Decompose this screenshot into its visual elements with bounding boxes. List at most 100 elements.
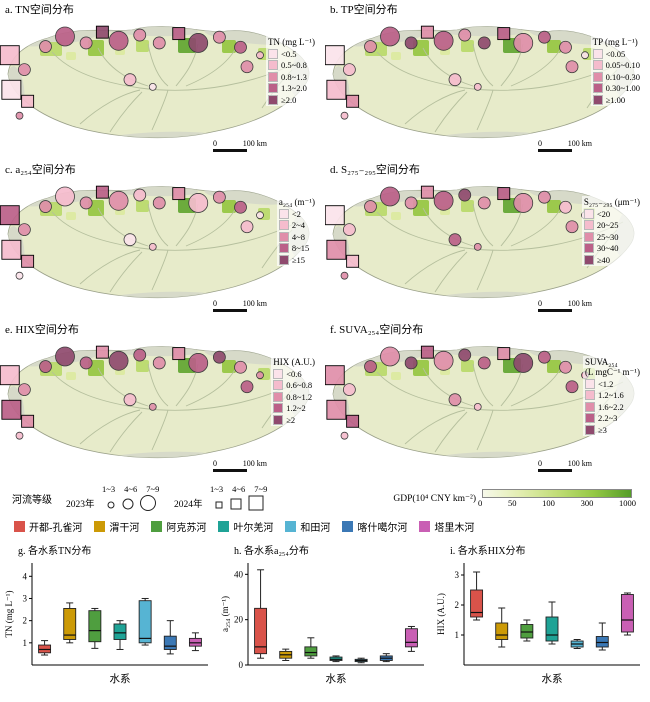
scale-label: 100 km [242, 299, 267, 308]
legend-label: <1.2 [597, 378, 614, 389]
legend-label: ≥2 [286, 414, 296, 425]
map-panel-c: c. a₂₅₄空间分布 a₂₅₄ (m⁻¹) <2 2~4 4~8 8~15 ≥15 0 1… [0, 160, 325, 320]
boxplot-title: h. 各水系a₂₅₄分布 [234, 546, 309, 557]
river-grade-2023: 1~3 4~6 7~9 2023年 [66, 484, 160, 512]
legend-swatch [584, 378, 595, 389]
legend-label: ≥3 [597, 424, 607, 435]
boxplot-g: 1 2 3 4 TN (mg L⁻¹) 水系 [4, 563, 208, 685]
legend-swatch [278, 243, 289, 254]
map-marker [234, 360, 247, 374]
map-marker [212, 30, 226, 44]
river-color-swatch [94, 521, 106, 532]
map-marker [513, 33, 534, 53]
box [520, 624, 534, 639]
legend-swatch [583, 220, 594, 231]
legend-swatch [583, 243, 594, 254]
legend-row: 0.05~0.10 [592, 60, 640, 71]
map-marker [95, 345, 109, 359]
legend-row: <1.2 [584, 378, 640, 389]
box [254, 607, 268, 655]
map-legend-e: HIX (A.U.) <0.6 0.6~0.8 0.8~1.2 1.2~2 ≥2 [271, 356, 317, 426]
svg-text:水系: 水系 [110, 673, 131, 685]
legend-swatch [584, 401, 595, 412]
scale-zero: 0 [213, 299, 217, 308]
legend-row: ≥1.00 [592, 94, 640, 105]
gdp-gradient-bar [482, 488, 632, 498]
map-marker [565, 60, 579, 74]
panel-title: e. HIX空间分布 [5, 324, 79, 336]
map-marker [497, 27, 511, 41]
map-marker [55, 26, 75, 47]
map-marker [404, 356, 418, 370]
panel-title: f. SUVA₂₅₄空间分布 [330, 324, 424, 336]
map-marker [21, 414, 35, 428]
map-marker [39, 200, 52, 213]
map-marker [15, 111, 24, 120]
map-marker [404, 196, 418, 210]
river-name: 渭干河 [109, 523, 140, 534]
map-marker [21, 254, 35, 268]
legend-label: 0.05~0.10 [605, 60, 640, 71]
box [88, 610, 102, 643]
gdp-tick: 0 [478, 497, 483, 508]
map-panel-d: d. S₂₇₅₋₂₉₅空间分布 S₂₇₅₋₂₉₅ (μm⁻¹) <20 20~25 2… [325, 160, 650, 320]
map-marker [123, 393, 137, 407]
river-name: 和田河 [300, 523, 331, 534]
map-marker [39, 40, 52, 53]
legend-swatch [273, 380, 284, 391]
map-marker [172, 187, 186, 201]
map-marker [364, 360, 377, 373]
map-marker [1, 239, 22, 260]
map-marker [108, 190, 129, 211]
legend-swatch [278, 254, 289, 265]
map-marker [537, 190, 551, 204]
scale-zero: 0 [213, 139, 217, 148]
legend-row: 0.30~1.00 [592, 83, 640, 94]
svg-text:2: 2 [455, 600, 460, 610]
scale-bar: 0 100 km [538, 299, 592, 312]
mid-legend-row: 河流等级 1~3 4~6 7~9 2023年 1~3 4~6 7~9 [0, 480, 650, 514]
svg-text:0: 0 [239, 660, 244, 670]
panel-title: c. a₂₅₄空间分布 [5, 164, 76, 176]
legend-row: 20~25 [583, 220, 640, 231]
map-marker [326, 79, 347, 100]
legend-label: 4~8 [291, 231, 305, 242]
map-marker [133, 348, 147, 362]
map-marker [364, 40, 377, 53]
map-marker [152, 356, 166, 370]
map-marker [342, 223, 356, 236]
legend-title: S₂₇₅₋₂₉₅ (μm⁻¹) [583, 197, 640, 207]
map-marker [15, 431, 24, 440]
boxplot-title: i. 各水系HIX分布 [450, 546, 526, 557]
scale-zero: 0 [538, 459, 542, 468]
map-marker [565, 380, 579, 394]
map-marker [340, 111, 349, 120]
legend-title: HIX (A.U.) [273, 357, 315, 367]
legend-swatch [584, 424, 595, 435]
scale-bar-line [538, 469, 572, 472]
legend-swatch [584, 413, 595, 424]
map-marker [565, 220, 579, 234]
size-label: 1~3 [102, 484, 116, 494]
box [113, 623, 127, 640]
map-marker [458, 188, 472, 202]
panel-title: b. TP空间分布 [330, 4, 398, 16]
river-legend-item: 开都-孔雀河 [14, 519, 82, 534]
map-marker [473, 242, 482, 251]
scale-bar: 0 100 km [213, 139, 267, 152]
legend-title: SUVA₂₅₄ [584, 357, 618, 367]
map-marker [188, 33, 209, 53]
legend-label: 30~40 [596, 243, 619, 254]
legend-title: a₂₅₄ (m⁻¹) [278, 197, 315, 207]
size-labels: 1~3 4~6 7~9 [102, 484, 160, 494]
legend-row: ≥2.0 [268, 94, 315, 105]
map-marker [380, 346, 400, 367]
size-label: 7~9 [254, 484, 268, 494]
boxplot-panel-g: g. 各水系TN分布 1 2 3 4 TN (mg L⁻¹) 水系 [2, 540, 218, 689]
legend-swatch [592, 94, 603, 105]
legend-row: 4~8 [278, 231, 315, 242]
river-color-swatch [342, 521, 354, 532]
svg-text:1: 1 [23, 638, 28, 648]
map-marker [152, 36, 166, 50]
legend-swatch [268, 48, 279, 59]
